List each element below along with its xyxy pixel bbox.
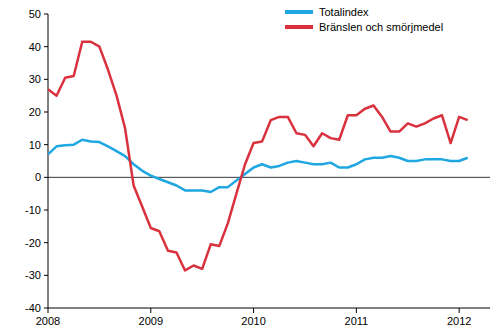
x-tick	[150, 308, 151, 313]
series-line	[48, 42, 468, 271]
legend-swatch	[285, 10, 313, 14]
y-tick	[44, 242, 48, 243]
y-tick	[44, 112, 48, 113]
y-tick	[44, 177, 48, 178]
y-tick-label: 50	[29, 8, 41, 20]
chart: -40 -30 -20 -10 0 10 20 30 40 50 2008 2009 2010 2011 2…	[0, 0, 500, 330]
legend-swatch	[285, 25, 313, 29]
y-tick	[44, 14, 48, 15]
legend-label: Totalindex	[319, 6, 369, 18]
y-tick-label: -30	[25, 269, 41, 281]
x-tick-label: 2010	[241, 315, 265, 327]
y-tick-label: -10	[25, 204, 41, 216]
x-tick-label: 2008	[36, 315, 60, 327]
x-tick-label: 2011	[345, 315, 369, 327]
x-tick	[459, 308, 460, 313]
zero-line	[48, 177, 490, 178]
y-tick	[44, 275, 48, 276]
y-tick	[44, 308, 48, 309]
y-tick-label: -20	[25, 237, 41, 249]
y-tick-label: 0	[35, 171, 41, 183]
y-tick-label: 10	[29, 139, 41, 151]
series-line	[48, 140, 468, 192]
legend-label: Bränslen och smörjmedel	[319, 21, 443, 33]
x-tick	[253, 308, 254, 313]
y-tick	[44, 46, 48, 47]
x-axis	[48, 308, 490, 309]
x-tick	[48, 308, 49, 313]
y-tick	[44, 144, 48, 145]
y-tick-label: 40	[29, 41, 41, 53]
y-tick-label: 30	[29, 73, 41, 85]
x-tick-label: 2009	[139, 315, 163, 327]
x-tick	[356, 308, 357, 313]
y-tick-label: -40	[25, 302, 41, 314]
y-tick-label: 20	[29, 106, 41, 118]
y-tick	[44, 210, 48, 211]
plot-area	[48, 42, 468, 271]
y-axis	[48, 14, 49, 308]
x-tick-label: 2012	[447, 315, 471, 327]
y-tick	[44, 79, 48, 80]
